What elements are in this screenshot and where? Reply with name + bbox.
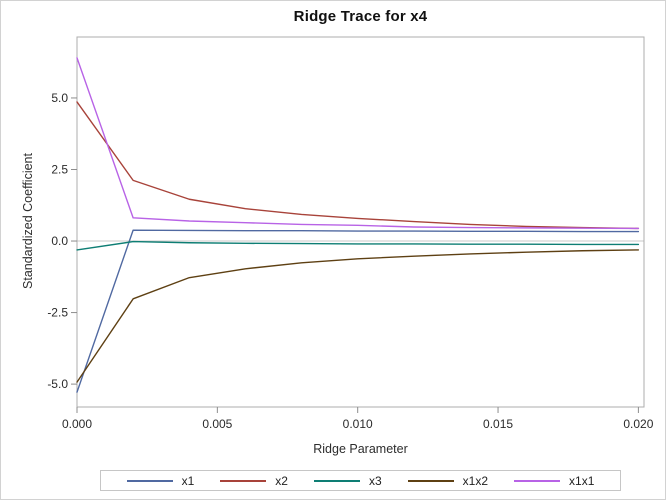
legend-label-x1x2: x1x2: [462, 473, 489, 488]
legend-swatch-x2: [220, 479, 267, 482]
series-line-x1: [76, 229, 640, 393]
x-tick-label: 0.000: [62, 417, 92, 431]
legend-swatch-x1x1: [514, 479, 561, 482]
series-line-x1x1: [76, 57, 640, 230]
y-tick-label: 0.0: [51, 234, 68, 248]
plot-frame: [76, 36, 645, 408]
legend: x1 x2 x3 x1x2 x1x1: [77, 470, 644, 491]
x-tick-label: 0.020: [623, 417, 653, 431]
legend-item-x1x1: x1x1: [514, 474, 594, 488]
series-line-x3: [76, 240, 640, 251]
y-tick-label: -5.0: [47, 377, 68, 391]
y-tick-label: -2.5: [47, 306, 68, 320]
legend-label-x1: x1: [181, 473, 195, 488]
y-axis-title: Standardized Coefficient: [21, 153, 35, 289]
x-tick-label: 0.010: [343, 417, 373, 431]
legend-label-x3: x3: [368, 473, 382, 488]
legend-swatch-x3: [313, 479, 360, 482]
legend-swatch-x1: [126, 479, 173, 482]
series-line-x1x2: [76, 249, 640, 383]
series-line-x2: [76, 101, 640, 230]
plot-area: 5.0 2.5 0.0 -2.5 -5.0 0.000 0.005 0.010 0.015 0.0…: [47, 36, 654, 431]
legend-label-x2: x2: [275, 473, 288, 488]
legend-item-x1: x1: [126, 473, 195, 488]
legend-box: x1 x2 x3 x1x2 x1x1: [99, 470, 622, 491]
legend-item-x2: x2: [220, 474, 288, 488]
x-tick-label: 0.005: [202, 417, 232, 431]
y-tick-label: 5.0: [51, 91, 68, 105]
legend-swatch-x1x2: [407, 479, 454, 482]
x-tick-label: 0.015: [483, 417, 513, 431]
legend-item-x3: x3: [313, 473, 382, 488]
legend-label-x1x1: x1x1: [569, 473, 595, 488]
y-tick-label: 2.5: [51, 162, 68, 176]
legend-item-x1x2: x1x2: [407, 473, 489, 488]
chart-title: Ridge Trace for x4: [293, 8, 428, 25]
x-axis-title: Ridge Parameter: [313, 442, 408, 456]
